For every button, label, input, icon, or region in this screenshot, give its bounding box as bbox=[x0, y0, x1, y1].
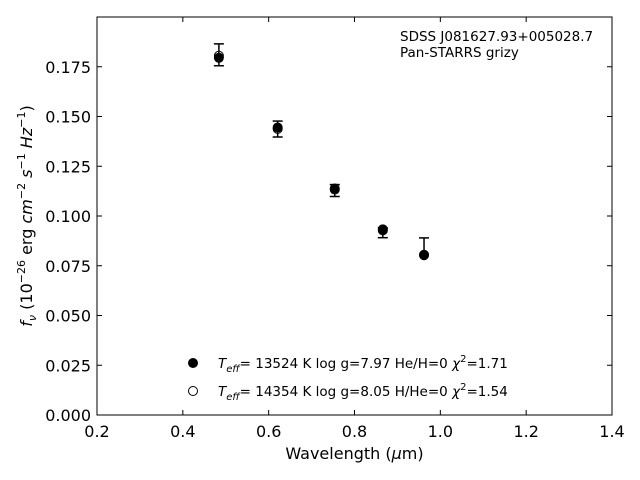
y-label-exp1: −26 bbox=[15, 260, 28, 283]
annotation-object-name: SDSS J081627.93+005028.7 bbox=[400, 29, 593, 45]
y-label-part3: ) bbox=[17, 105, 36, 111]
y-label-f: f bbox=[17, 319, 36, 327]
y-tick-label-2: 0.050 bbox=[45, 307, 91, 326]
legend-marker-filled bbox=[188, 358, 198, 368]
y-tick-label-0: 0.000 bbox=[45, 406, 91, 425]
annotation-survey-name: Pan-STARRS grizy bbox=[400, 45, 519, 61]
x-tick-label-4: 1.0 bbox=[428, 422, 453, 441]
y-tick-label-1: 0.025 bbox=[45, 356, 91, 375]
x-axis-label-main: Wavelength ( bbox=[285, 444, 391, 463]
x-tick-label-2: 0.6 bbox=[256, 422, 281, 441]
y-label-cm: cm bbox=[17, 199, 36, 223]
x-axis-label-symbol: μ bbox=[391, 444, 402, 463]
y-label-part2: erg bbox=[17, 224, 36, 260]
y-label-exp4: −1 bbox=[15, 112, 28, 128]
ticks: 0.2 0.4 0.6 0.8 1.0 1.2 1.4 0.000 0.025 0.050 0.07… bbox=[45, 17, 625, 441]
legend-entry-2: Teff= 14354 K log g=8.05 H/He=0 χ2=1.54 bbox=[218, 382, 508, 403]
point-open-3 bbox=[377, 225, 388, 236]
point-filled-0 bbox=[213, 52, 224, 63]
point-open-1 bbox=[272, 123, 283, 134]
legend-marker-open bbox=[188, 386, 198, 396]
y-label-exp3: −1 bbox=[15, 153, 28, 169]
y-label-hz: Hz bbox=[17, 127, 36, 153]
x-axis-label-unit: m) bbox=[402, 444, 424, 463]
x-tick-label-5: 1.2 bbox=[513, 422, 538, 441]
y-tick-label-4: 0.100 bbox=[45, 207, 91, 226]
x-tick-label-1: 0.4 bbox=[170, 422, 195, 441]
y-label-nu: ν bbox=[26, 315, 39, 321]
legend-entry-1: Teff= 13524 K log g=7.97 He/H=0 χ2=1.71 bbox=[218, 354, 508, 375]
error-bars bbox=[213, 43, 430, 256]
x-axis-label: Wavelength (μm) bbox=[285, 444, 423, 463]
point-open-2 bbox=[329, 184, 340, 195]
point-open-0 bbox=[213, 50, 224, 61]
y-label-exp2: −2 bbox=[15, 183, 28, 199]
point-open-4 bbox=[419, 249, 430, 260]
y-tick-label-6: 0.150 bbox=[45, 108, 91, 127]
y-axis-label: fν (10−26 erg cm−2 s−1 Hz−1) bbox=[15, 105, 39, 326]
legend: Teff= 13524 K log g=7.97 He/H=0 χ2=1.71 … bbox=[188, 354, 508, 403]
y-tick-label-3: 0.075 bbox=[45, 257, 91, 276]
y-tick-label-7: 0.175 bbox=[45, 58, 91, 77]
x-tick-label-0: 0.2 bbox=[84, 422, 109, 441]
y-label-part1: (10 bbox=[17, 283, 36, 315]
y-label-s: s bbox=[17, 170, 36, 183]
y-tick-label-5: 0.125 bbox=[45, 157, 91, 176]
x-tick-label-3: 0.8 bbox=[342, 422, 367, 441]
data-points bbox=[213, 50, 430, 261]
x-tick-label-6: 1.4 bbox=[599, 422, 624, 441]
